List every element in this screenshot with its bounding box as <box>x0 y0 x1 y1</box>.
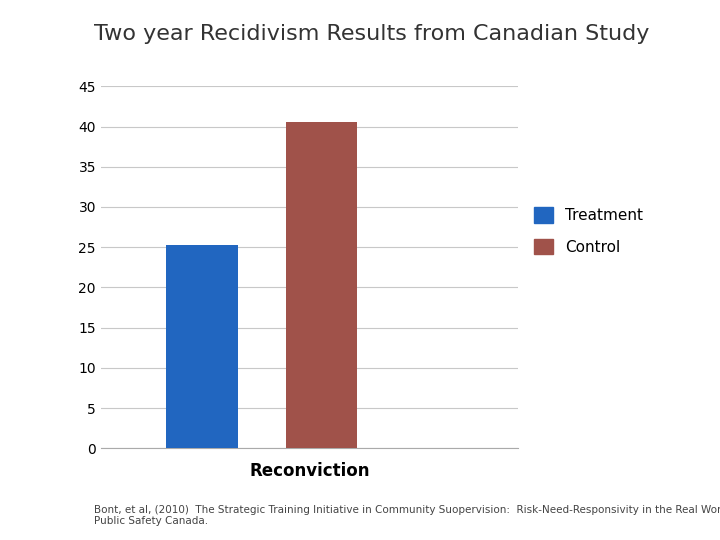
Bar <box>286 122 357 448</box>
Bar <box>166 245 238 448</box>
Text: Bont, et al, (2010)  The Strategic Training Initiative in Community Suopervision: Bont, et al, (2010) The Strategic Traini… <box>94 505 720 526</box>
Legend: Treatment, Control: Treatment, Control <box>534 207 643 255</box>
X-axis label: Reconviction: Reconviction <box>249 462 370 480</box>
Text: Two year Recidivism Results from Canadian Study: Two year Recidivism Results from Canadia… <box>94 24 649 44</box>
